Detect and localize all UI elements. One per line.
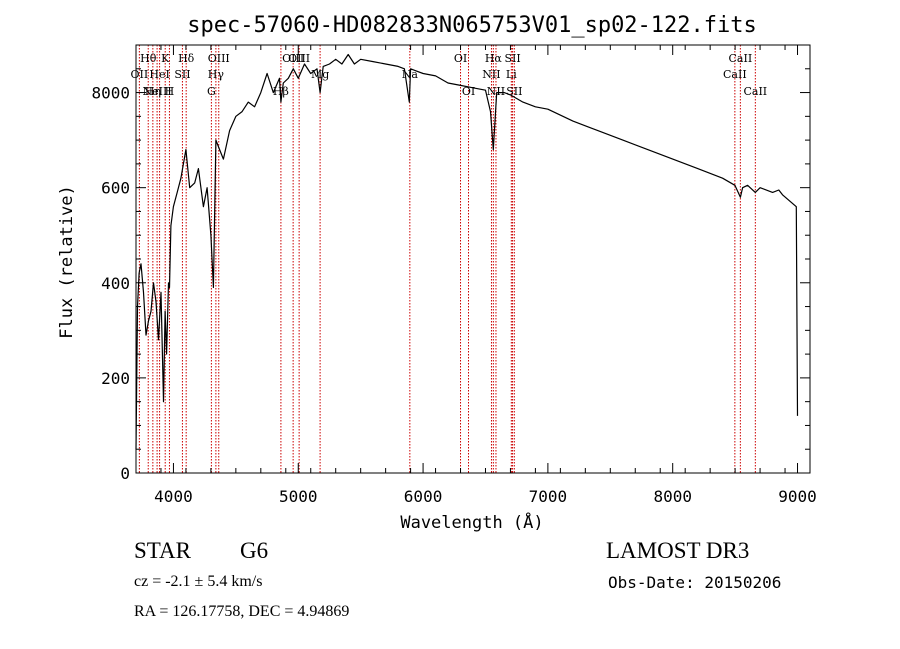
spectral-line-label: Hθ [140, 52, 157, 65]
object-class: STAR [134, 538, 191, 563]
spectrum-series [135, 53, 799, 450]
spectral-line-label: NeIII [143, 85, 172, 98]
x-tick-label: 9000 [778, 487, 817, 506]
spectral-line-label: OII [131, 68, 149, 81]
spectral-line-label: CaII [743, 85, 767, 98]
observation-date: Obs-Date: 20150206 [608, 573, 782, 592]
spectral-line-label: H [165, 85, 175, 98]
spectral-line-label: NII [482, 68, 500, 81]
x-axis-label: Wavelength (Å) [400, 511, 543, 533]
spectral-line-label: SII [504, 52, 520, 65]
x-tick-label: 8000 [653, 487, 692, 506]
ra-dec: RA = 126.17758, DEC = 4.94869 [134, 603, 350, 620]
spectral-line-label: K [161, 52, 170, 65]
y-tick-label: 600 [101, 179, 130, 198]
spectral-line-label: OI [454, 52, 467, 65]
spectral-line-label: Hγ [208, 68, 225, 81]
plot-frame [135, 44, 811, 474]
spectral-line-label: Mg [311, 68, 329, 81]
survey-name: LAMOST DR3 [606, 538, 750, 563]
spectral-line-label: CaII [723, 68, 747, 81]
spectral-line-label: Hα [485, 52, 503, 65]
spectral-line-label: SII [174, 68, 190, 81]
spectral-line-label: G [207, 85, 216, 98]
x-tick-label: 5000 [279, 487, 318, 506]
redshift-cz: cz = -2.1 ± 5.4 km/s [134, 573, 263, 590]
x-tick-label: 6000 [404, 487, 443, 506]
spectral-line-label: Hδ [178, 52, 195, 65]
spectral-line-label: SII [506, 85, 522, 98]
spectral-line-label: Li [506, 68, 517, 81]
chart-title: spec-57060-HD082833N065753V01_sp02-122.f… [187, 13, 757, 38]
spectral-line-markers [138, 45, 756, 473]
y-tick-label: 200 [101, 369, 130, 388]
y-tick-label: 8000 [91, 84, 130, 103]
y-axis-label: Flux (relative) [57, 185, 77, 339]
spectral-line-label: Na [402, 68, 419, 81]
object-subclass: G6 [240, 538, 269, 563]
spectral-line-label: HeI [149, 68, 169, 81]
spectral-line-labels: OIIHθHηNeIIIHeIKHSIIHδGHγOIIIHβOIIIOIIIM… [131, 52, 768, 98]
spectral-line-label: OIII [208, 52, 230, 65]
y-tick-label: 400 [101, 274, 130, 293]
spectral-line-label: OIII [288, 52, 310, 65]
spectral-line-label: OIII [282, 52, 304, 65]
x-tick-label: 7000 [529, 487, 568, 506]
spectral-line-label: NII [487, 85, 505, 98]
spectral-line-label: Hβ [273, 85, 289, 98]
spectral-line-label: CaII [729, 52, 753, 65]
x-tick-label: 4000 [154, 487, 193, 506]
axis-ticks: 4000 5000 6000 7000 8000 9000 0 200 400 600 8000 [91, 45, 817, 506]
spectral-line-label: OI [462, 85, 475, 98]
spectrum-line [135, 53, 799, 450]
spectral-line-label: Hη [145, 85, 161, 98]
y-tick-label: 0 [120, 464, 130, 483]
